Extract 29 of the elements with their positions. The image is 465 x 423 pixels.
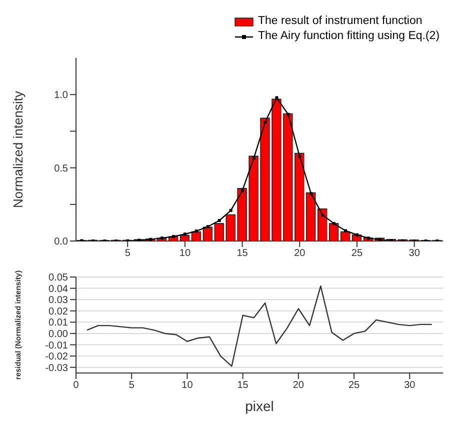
legend-label: The Airy function fitting using Eq.(2) [258,29,440,44]
x-tick-label: 20 [294,248,306,260]
x-tick-label: 10 [179,248,191,260]
x-tick-label: 20 [292,380,304,392]
y-tick-label: 0.04 [48,284,68,295]
y-tick-label: 0.00 [48,329,68,340]
x-tick-label: 25 [351,248,363,260]
y-tick-label: 0.01 [48,318,68,329]
x-tick-label: 30 [404,380,416,392]
y-tick-label: 0.03 [48,295,68,306]
x-tick-label: 10 [182,380,194,392]
y-axis-title: Normalized intensity [10,90,26,208]
x-tick-label: 5 [124,248,131,260]
y-tick-label: 0.02 [48,306,68,318]
y-tick-label: 0.5 [54,163,68,174]
x-tick-label: 15 [236,248,248,260]
y-tick-label: 0.0 [54,236,68,248]
y-tick-label: 1.0 [54,90,68,102]
y-tick-label: -0.01 [45,340,68,352]
y-tick-label: -0.02 [45,352,68,363]
y-tick-label: 0.05 [48,272,68,284]
x-tick-label: 25 [348,380,360,392]
x-axis-title: pixel [245,398,274,414]
x-tick-label: 5 [128,380,135,392]
x-tick-label: 30 [408,248,420,260]
x-tick-label: 15 [237,380,249,392]
x-tick-label: 0 [73,380,80,392]
legend-label: The result of instrument function [258,14,422,29]
y-tick-label: -0.03 [45,362,68,374]
